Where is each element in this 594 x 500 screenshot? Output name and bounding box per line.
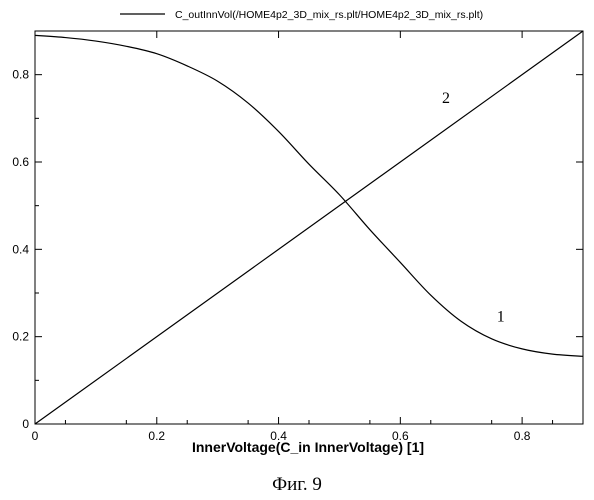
- x-tick-label: 0.2: [148, 429, 165, 443]
- series-layer: [35, 31, 583, 424]
- figure-caption: Фиг. 9: [0, 474, 594, 496]
- curve-label-2: 2: [442, 90, 450, 107]
- series-line-2: [35, 31, 583, 424]
- x-axis-title: InnerVoltage(C_in InnerVoltage) [1]: [192, 439, 424, 455]
- legend: C_outInnVol(/HOME4p2_3D_mix_rs.plt/HOME4…: [120, 9, 483, 21]
- y-tick-label: 0.8: [12, 68, 29, 82]
- legend-entry: C_outInnVol(/HOME4p2_3D_mix_rs.plt/HOME4…: [175, 9, 483, 21]
- x-tick-label: 0: [32, 429, 39, 443]
- y-tick-label: 0: [22, 417, 29, 431]
- y-tick-label: 0.6: [12, 155, 29, 169]
- curve-label-1: 1: [497, 308, 505, 325]
- x-tick-label: 0.8: [514, 429, 531, 443]
- y-tick-label: 0.4: [12, 242, 29, 256]
- y-tick-label: 0.2: [12, 330, 29, 344]
